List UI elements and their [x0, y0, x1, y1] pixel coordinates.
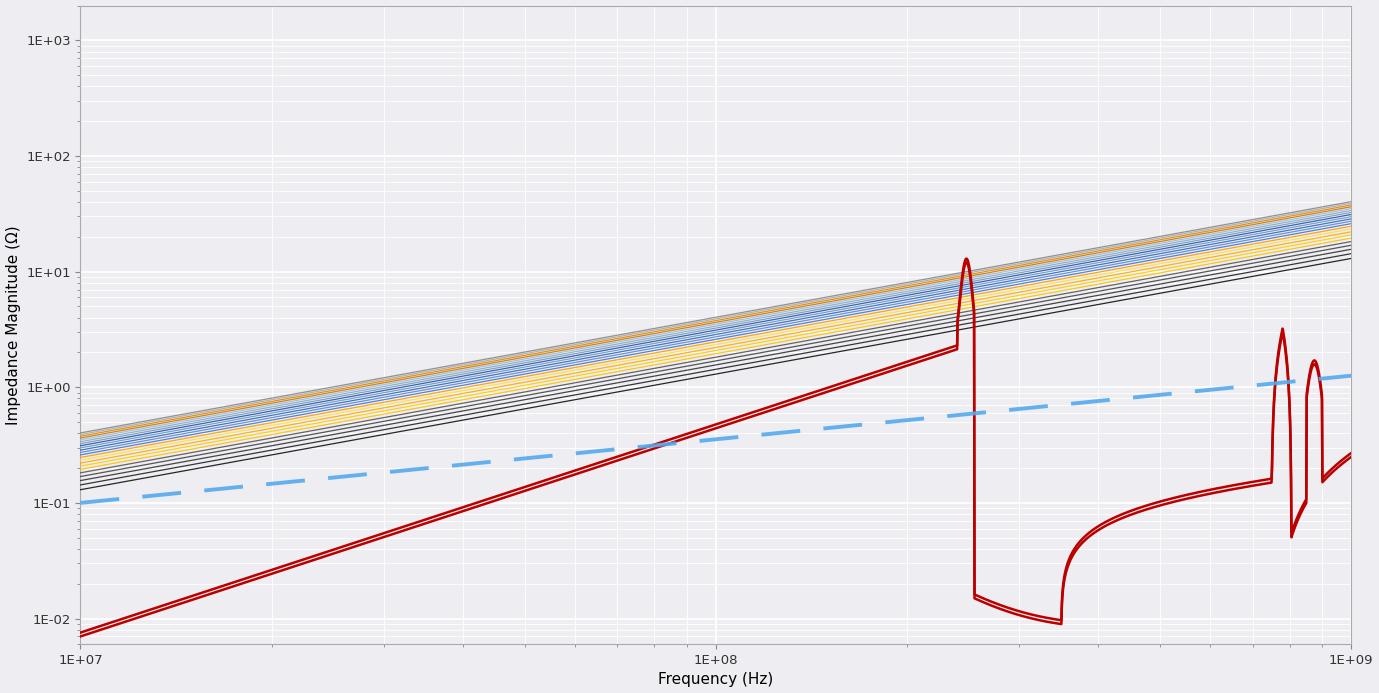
X-axis label: Frequency (Hz): Frequency (Hz) [658, 672, 774, 687]
Y-axis label: Impedance Magnitude (Ω): Impedance Magnitude (Ω) [6, 225, 21, 425]
